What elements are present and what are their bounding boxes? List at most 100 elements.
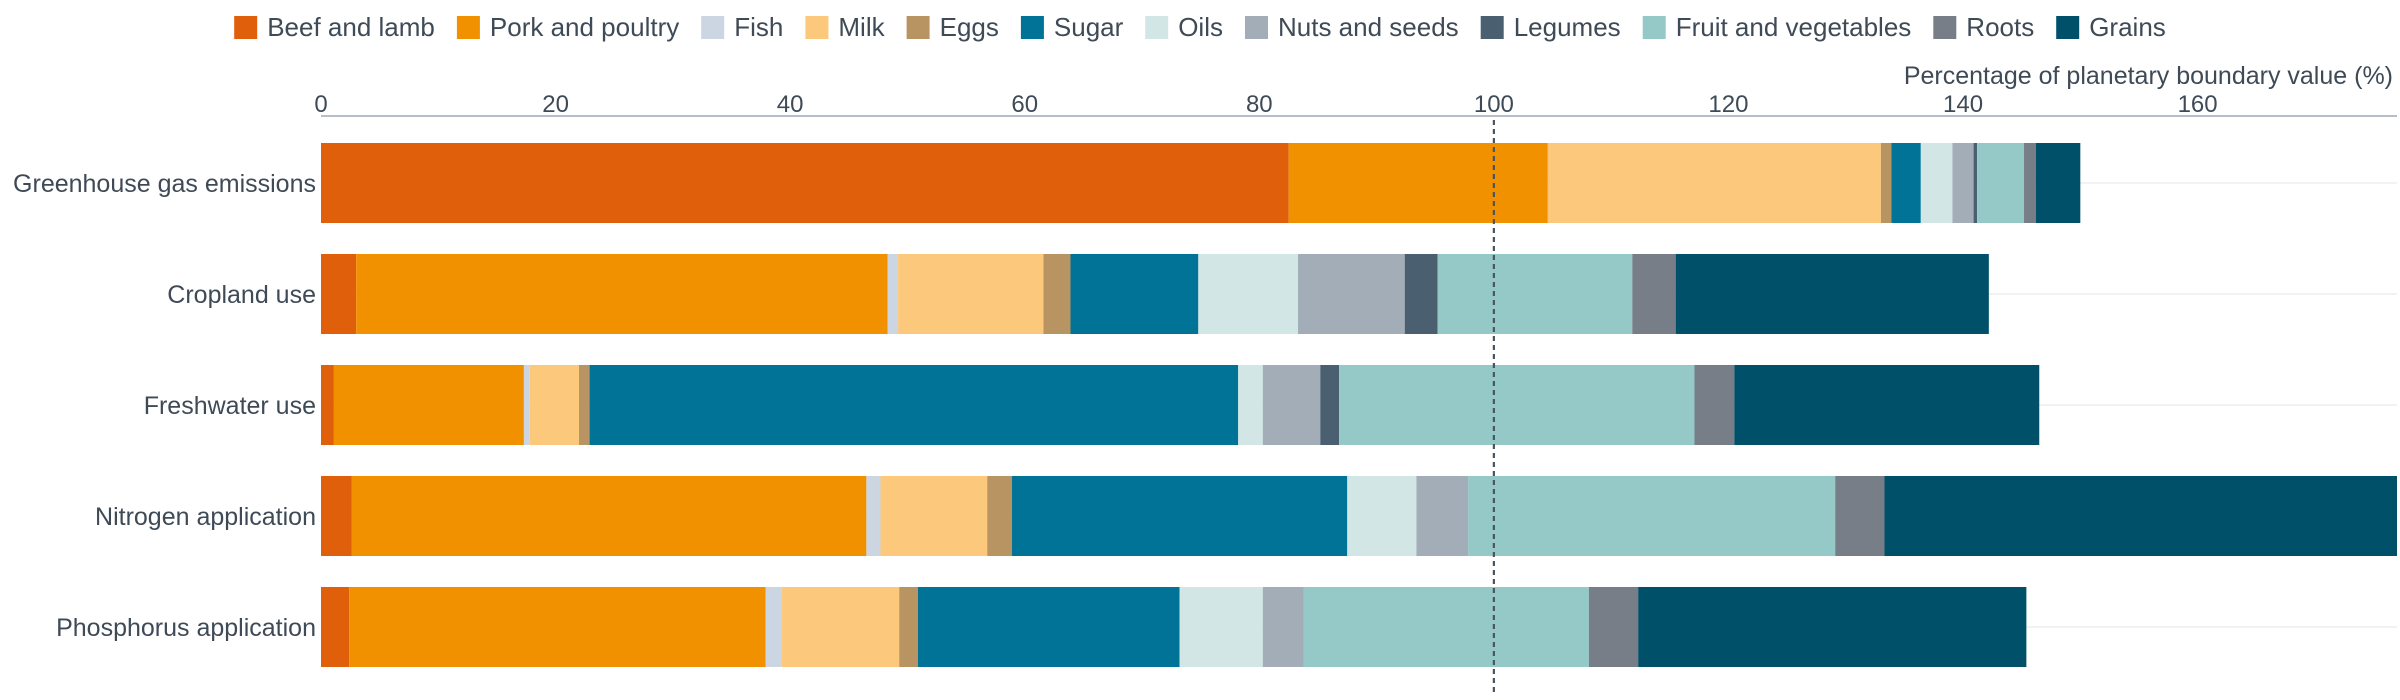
x-tick-label-60: 60 — [1011, 91, 1038, 118]
bar-segment-freshwater-use-eggs — [579, 365, 590, 445]
legend-label-sugar: Sugar — [1054, 12, 1124, 42]
x-tick-label-0: 0 — [314, 91, 327, 118]
bar-segment-cropland-use-sugar — [1070, 254, 1199, 334]
bar-segment-greenhouse-gas-emissions-oils — [1920, 143, 1953, 223]
bar-rows: Greenhouse gas emissions Cropland use Fres… — [13, 143, 2397, 667]
legend-swatch-fruit-and-vegetables — [1642, 16, 1666, 39]
x-tick-label-40: 40 — [777, 91, 804, 118]
bar-segment-nitrogen-application-fish — [866, 476, 881, 556]
x-tick-label-100: 100 — [1474, 91, 1514, 118]
legend-item-oils: Oils — [1145, 12, 1223, 42]
bar-segment-greenhouse-gas-emissions-beef-and-lamb — [321, 143, 1289, 223]
bar-segment-nitrogen-application-oils — [1347, 476, 1417, 556]
legend-item-beef-and-lamb: Beef and lamb — [234, 12, 435, 42]
bar-segment-nitrogen-application-sugar — [1011, 476, 1348, 556]
legend-item-fish: Fish — [701, 12, 783, 42]
legend-swatch-eggs — [906, 16, 930, 39]
bar-segment-nitrogen-application-nuts-and-seeds — [1416, 476, 1469, 556]
legend-label-beef-and-lamb: Beef and lamb — [267, 12, 435, 42]
legend-label-roots: Roots — [1966, 12, 2034, 42]
bar-segment-phosphorus-application-fish — [765, 587, 782, 667]
bar-row-phosphorus-application: Phosphorus application — [56, 587, 2397, 667]
bar-segment-phosphorus-application-beef-and-lamb — [321, 587, 350, 667]
bar-segment-greenhouse-gas-emissions-fruit-and-vegetables — [1977, 143, 2025, 223]
bar-segment-greenhouse-gas-emissions-nuts-and-seeds — [1952, 143, 1974, 223]
bar-segment-cropland-use-nuts-and-seeds — [1298, 254, 1405, 334]
bar-segment-phosphorus-application-eggs — [899, 587, 918, 667]
legend-item-milk: Milk — [805, 12, 886, 42]
bar-segment-phosphorus-application-sugar — [918, 587, 1180, 667]
legend-swatch-fish — [701, 16, 725, 39]
bar-segment-nitrogen-application-milk — [880, 476, 988, 556]
bar-segment-nitrogen-application-fruit-and-vegetables — [1468, 476, 1836, 556]
bar-segment-freshwater-use-grains — [1734, 365, 2040, 445]
legend-label-milk: Milk — [838, 12, 885, 42]
legend: Beef and lamb Pork and poultry Fish Milk Egg… — [234, 12, 2166, 42]
bar-segment-cropland-use-grains — [1675, 254, 1989, 334]
bar-segment-nitrogen-application-beef-and-lamb — [321, 476, 352, 556]
x-tick-label-140: 140 — [1943, 91, 1983, 118]
legend-label-grains: Grains — [2089, 12, 2166, 42]
bar-segment-freshwater-use-oils — [1238, 365, 1263, 445]
bar-segment-nitrogen-application-pork-and-poultry — [351, 476, 867, 556]
category-label-nitrogen-application: Nitrogen application — [95, 503, 316, 531]
bar-segment-nitrogen-application-roots — [1835, 476, 1885, 556]
legend-label-fruit-and-vegetables: Fruit and vegetables — [1676, 12, 1912, 42]
bar-segment-cropland-use-beef-and-lamb — [321, 254, 357, 334]
legend-item-eggs: Eggs — [906, 12, 999, 42]
bar-segment-cropland-use-legumes — [1404, 254, 1438, 334]
x-axis-title: Percentage of planetary boundary value (… — [1904, 62, 2393, 90]
bar-segment-freshwater-use-roots — [1694, 365, 1735, 445]
legend-swatch-grains — [2056, 16, 2080, 39]
bar-segment-cropland-use-eggs — [1043, 254, 1071, 334]
category-label-greenhouse-gas-emissions: Greenhouse gas emissions — [13, 170, 316, 198]
legend-swatch-sugar — [1020, 16, 1044, 39]
x-tick-label-80: 80 — [1246, 91, 1273, 118]
legend-swatch-beef-and-lamb — [234, 16, 258, 39]
bar-segment-freshwater-use-beef-and-lamb — [321, 365, 334, 445]
bar-segment-phosphorus-application-oils — [1179, 587, 1263, 667]
bar-segment-freshwater-use-nuts-and-seeds — [1262, 365, 1321, 445]
bar-segment-phosphorus-application-pork-and-poultry — [349, 587, 766, 667]
legend-label-oils: Oils — [1178, 12, 1223, 42]
bar-segment-freshwater-use-sugar — [589, 365, 1239, 445]
bar-segment-greenhouse-gas-emissions-roots — [2024, 143, 2036, 223]
legend-item-fruit-and-vegetables: Fruit and vegetables — [1642, 12, 1912, 42]
legend-swatch-milk — [805, 16, 829, 39]
bar-segment-cropland-use-milk — [898, 254, 1044, 334]
bar-segment-freshwater-use-milk — [529, 365, 580, 445]
legend-swatch-oils — [1145, 16, 1169, 39]
bar-segment-cropland-use-fruit-and-vegetables — [1437, 254, 1633, 334]
bar-segment-cropland-use-roots — [1632, 254, 1676, 334]
bar-row-greenhouse-gas-emissions: Greenhouse gas emissions — [13, 143, 2397, 223]
legend-swatch-nuts-and-seeds — [1245, 16, 1268, 39]
bar-segment-cropland-use-oils — [1198, 254, 1299, 334]
category-label-phosphorus-application: Phosphorus application — [56, 614, 316, 642]
bar-segment-greenhouse-gas-emissions-pork-and-poultry — [1288, 143, 1548, 223]
x-tick-label-160: 160 — [2178, 91, 2218, 118]
bar-row-freshwater-use: Freshwater use — [144, 365, 2397, 445]
bar-row-cropland-use: Cropland use — [167, 254, 2397, 334]
bar-segment-greenhouse-gas-emissions-grains — [2035, 143, 2081, 223]
legend-label-nuts-and-seeds: Nuts and seeds — [1278, 12, 1459, 42]
legend-item-nuts-and-seeds: Nuts and seeds — [1245, 12, 1459, 42]
x-axis: Percentage of planetary boundary value (… — [314, 62, 2397, 118]
x-tick-label-120: 120 — [1708, 91, 1748, 118]
bar-segment-greenhouse-gas-emissions-sugar — [1891, 143, 1921, 223]
bar-segment-freshwater-use-legumes — [1320, 365, 1340, 445]
legend-swatch-pork-and-poultry — [456, 16, 480, 39]
x-tick-label-20: 20 — [542, 91, 569, 118]
bar-segment-freshwater-use-fish — [523, 365, 530, 445]
bar-segment-greenhouse-gas-emissions-legumes — [1973, 143, 1978, 223]
bar-segment-cropland-use-pork-and-poultry — [356, 254, 888, 334]
bar-segment-freshwater-use-fruit-and-vegetables — [1339, 365, 1695, 445]
bar-segment-phosphorus-application-fruit-and-vegetables — [1303, 587, 1589, 667]
bar-segment-nitrogen-application-eggs — [987, 476, 1012, 556]
bar-segment-cropland-use-fish — [887, 254, 899, 334]
legend-item-legumes: Legumes — [1480, 12, 1621, 42]
legend-swatch-roots — [1933, 16, 1957, 39]
legend-swatch-legumes — [1480, 16, 1504, 39]
bar-segment-nitrogen-application-grains — [1884, 476, 2397, 556]
bar-segment-greenhouse-gas-emissions-eggs — [1880, 143, 1892, 223]
